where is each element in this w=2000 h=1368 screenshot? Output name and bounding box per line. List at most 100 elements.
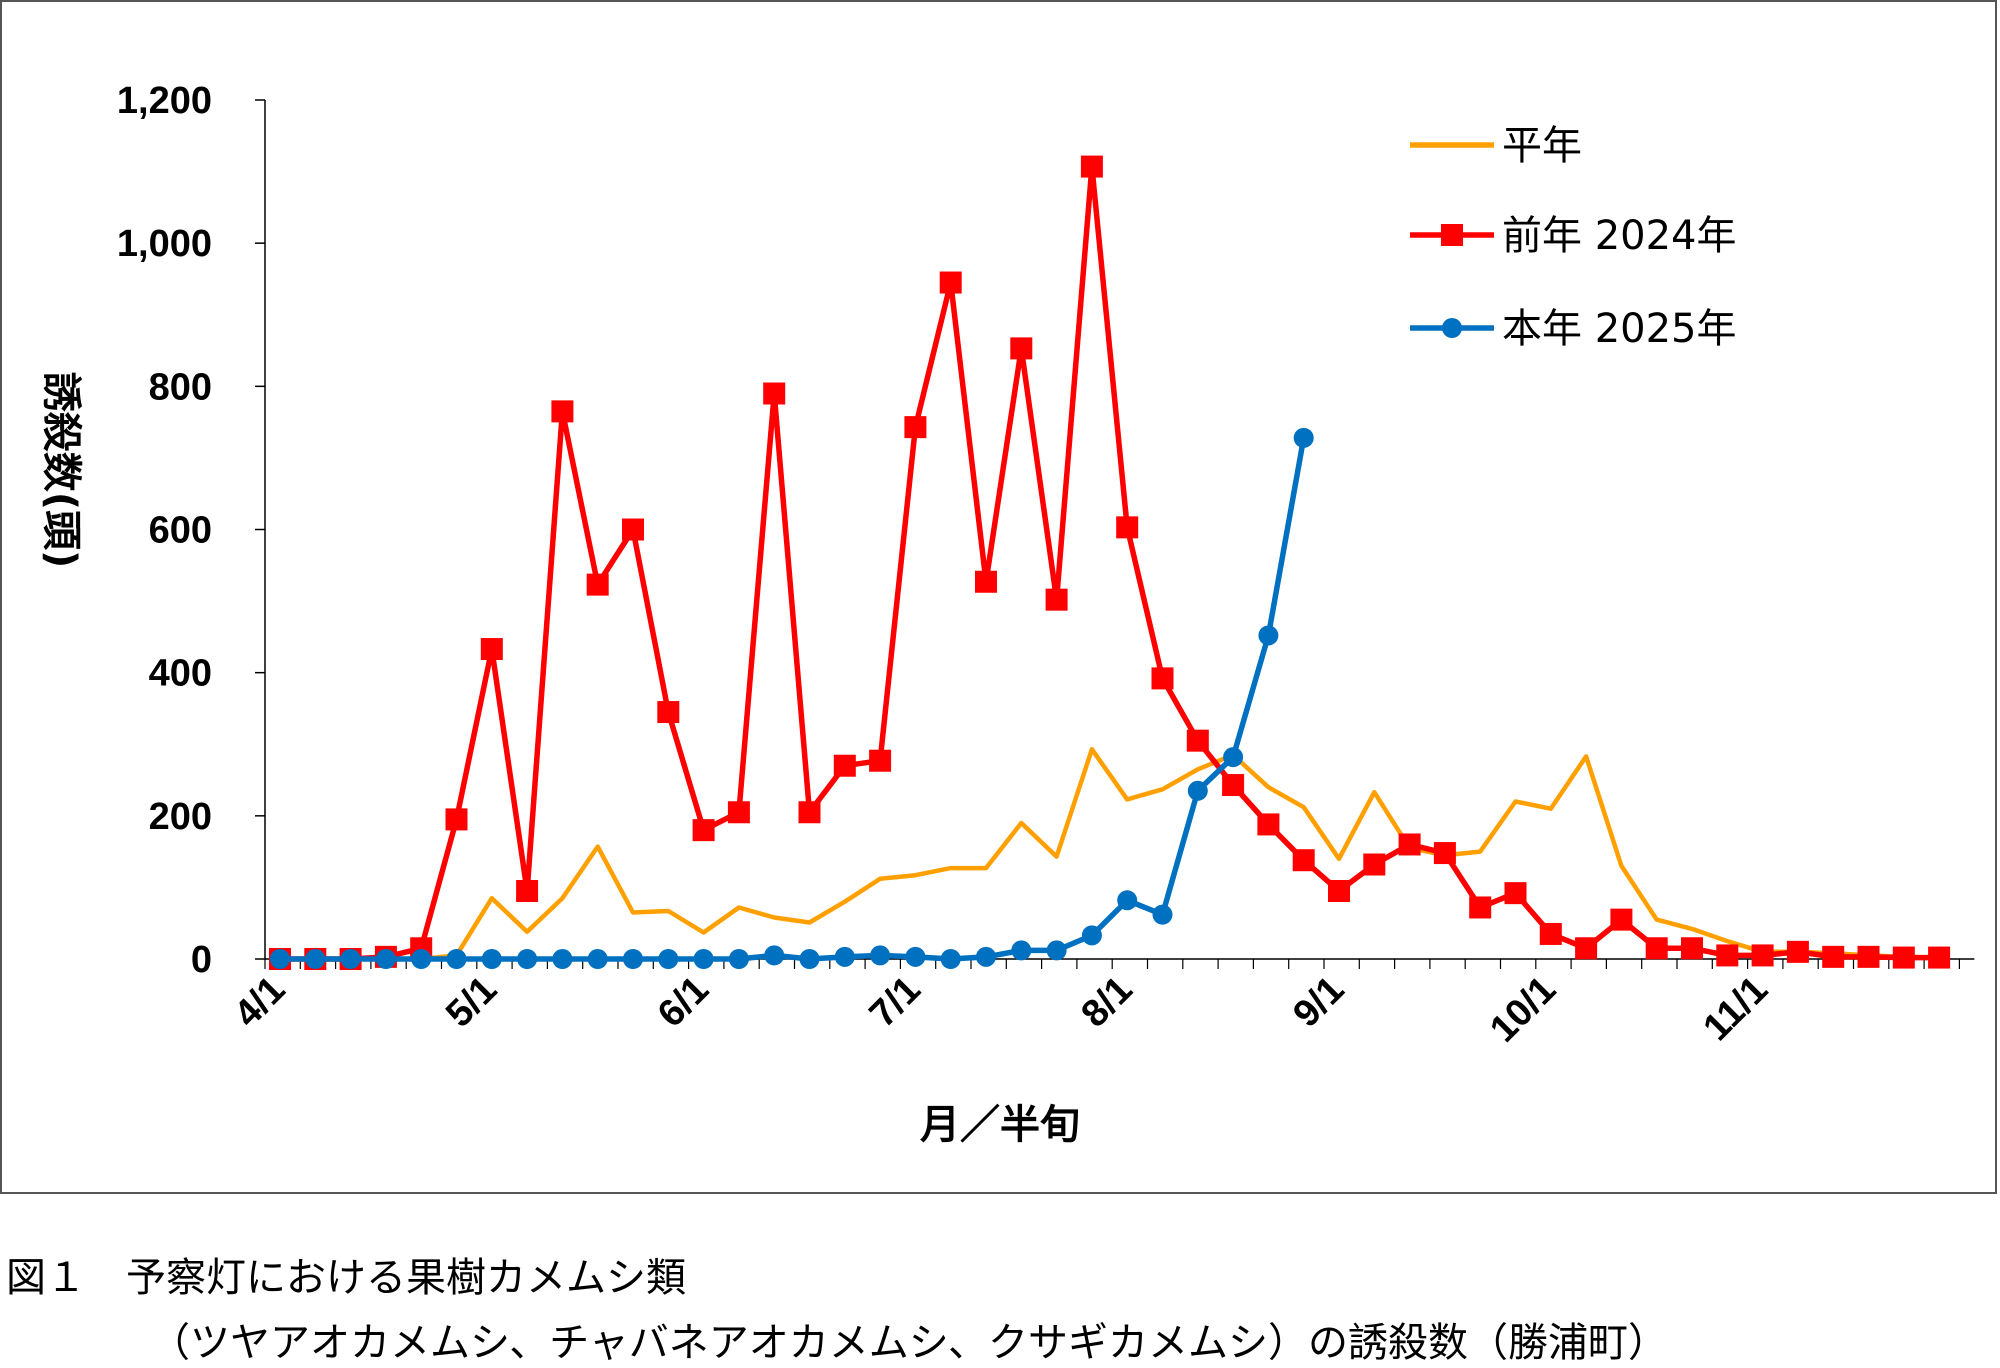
data-point-marker [1186, 729, 1209, 752]
data-point-marker [728, 949, 749, 969]
caption-line-1: 図１ 予察灯における果樹カメムシ類 [6, 1255, 686, 1301]
data-point-marker [1080, 155, 1103, 178]
x-tick-label: 6/1 [650, 969, 717, 1036]
data-point-marker [270, 949, 290, 969]
data-point-marker [870, 945, 891, 966]
x-tick-label: 10/1 [1482, 969, 1564, 1051]
x-tick-label: 5/1 [438, 969, 505, 1036]
data-point-marker [1786, 940, 1809, 963]
data-point-marker [1152, 904, 1173, 925]
legend-item-1: 前年 2024年 [1410, 213, 1737, 259]
data-point-marker [975, 570, 997, 593]
data-point-marker [551, 400, 574, 423]
data-point-marker [305, 949, 326, 969]
data-point-marker [833, 754, 856, 777]
data-point-marker [763, 382, 786, 405]
caption-line-2: （ツヤアオカメムシ、チャバネアオカメムシ、クサギカメムシ）の誘殺数（勝浦町） [150, 1320, 1668, 1366]
chart-frame [0, 0, 1997, 1194]
data-point-marker [658, 949, 679, 969]
data-point-marker [1292, 849, 1315, 872]
data-point-marker [799, 949, 820, 969]
legend-item-2: 本年 2025年 [1410, 306, 1737, 352]
data-point-marker [1223, 747, 1244, 768]
data-point-marker [375, 949, 396, 969]
data-point-marker [1716, 944, 1739, 967]
data-point-marker [1187, 780, 1208, 801]
y-tick-label: 0 [191, 939, 212, 981]
x-tick-label: 7/1 [862, 969, 929, 1036]
series-1 [269, 155, 1951, 970]
data-point-marker [517, 949, 538, 969]
legend-label: 前年 2024年 [1502, 213, 1737, 259]
data-point-marker [1857, 945, 1880, 968]
data-point-marker [340, 949, 361, 969]
data-point-marker [1116, 516, 1139, 539]
data-point-marker [727, 801, 750, 824]
line-chart: 誘殺数(頭) 月／半旬 0 200 400 600 800 1,000 1,200 4/1 5/… [38, 80, 1975, 1148]
data-point-marker [764, 945, 785, 966]
data-point-marker [869, 749, 892, 772]
data-point-marker [1293, 427, 1314, 448]
data-point-marker [1117, 890, 1138, 911]
data-point-marker [905, 946, 926, 967]
data-point-marker [1822, 945, 1845, 968]
data-point-marker [1258, 625, 1279, 646]
data-point-marker [692, 819, 715, 842]
series-0 [277, 747, 1942, 962]
series-layer [269, 155, 1951, 970]
data-point-marker [1222, 774, 1245, 797]
x-tick-label: 9/1 [1285, 969, 1352, 1036]
data-point-marker [939, 271, 962, 294]
data-point-marker [1363, 853, 1386, 876]
data-point-marker [446, 949, 467, 969]
data-point-marker [693, 949, 714, 969]
data-point-marker [481, 949, 502, 969]
y-axis-title: 誘殺数(頭) [38, 372, 84, 569]
data-point-marker [516, 879, 539, 902]
legend-marker [1442, 318, 1462, 338]
data-point-marker [1328, 879, 1350, 902]
x-tick-label: 4/1 [226, 969, 293, 1036]
data-point-marker [622, 518, 644, 541]
data-point-marker [1504, 882, 1527, 905]
data-point-marker [1151, 667, 1174, 690]
series-line [277, 747, 1942, 962]
data-point-marker [834, 946, 855, 967]
data-point-marker [1011, 940, 1032, 961]
data-point-marker [1892, 946, 1915, 969]
y-tick-label: 600 [149, 510, 212, 552]
data-point-marker [587, 949, 608, 969]
data-point-marker [1433, 842, 1456, 865]
data-point-marker [552, 949, 573, 969]
data-point-marker [1469, 896, 1492, 919]
y-tick-label: 1,200 [117, 80, 212, 122]
data-point-marker [1610, 908, 1633, 931]
data-point-marker [623, 949, 643, 969]
data-point-marker [1081, 925, 1102, 946]
data-point-marker [1645, 937, 1668, 960]
data-point-marker [1257, 813, 1280, 836]
y-tick-label: 1,000 [117, 223, 212, 265]
data-point-marker [1010, 337, 1033, 360]
y-tick-label: 800 [149, 366, 212, 408]
series-line [277, 435, 1307, 962]
y-tick-label: 200 [149, 796, 212, 838]
data-point-marker [586, 573, 609, 596]
data-point-marker [1539, 922, 1562, 945]
data-point-marker [1928, 946, 1951, 969]
data-point-marker [798, 801, 821, 824]
legend-label: 本年 2025年 [1502, 306, 1737, 352]
data-point-marker [976, 946, 996, 967]
data-point-marker [1575, 937, 1598, 960]
data-point-marker [1681, 937, 1703, 960]
legend-label: 平年 [1502, 123, 1582, 169]
data-point-marker [657, 701, 680, 724]
x-tick-label: 11/1 [1696, 969, 1777, 1050]
data-point-marker [904, 416, 927, 439]
data-point-marker [1751, 944, 1774, 967]
x-axis-title: 月／半旬 [920, 1102, 1080, 1148]
data-point-marker [445, 808, 468, 831]
data-point-marker [1398, 833, 1421, 856]
series-line [277, 163, 1942, 962]
